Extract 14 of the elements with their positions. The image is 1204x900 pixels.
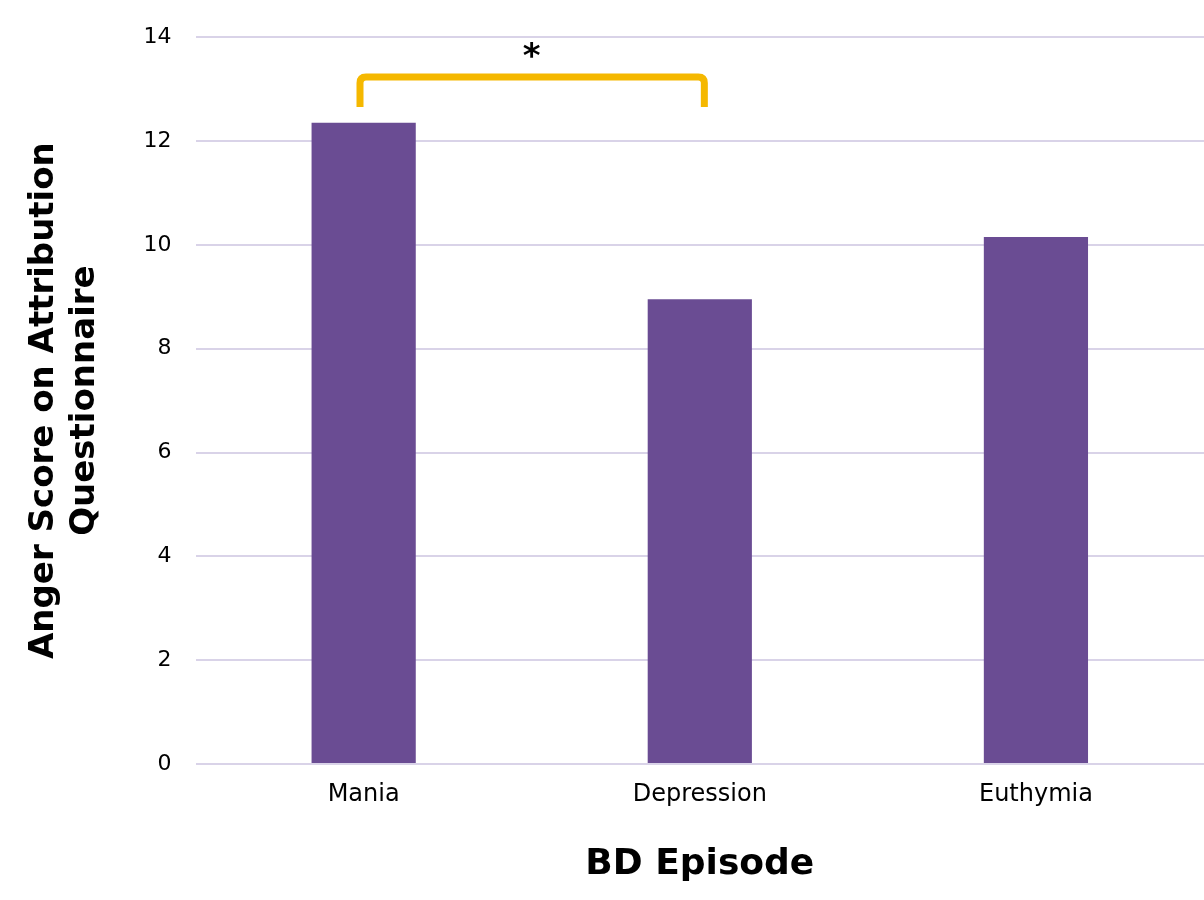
y-tick-label: 10 xyxy=(143,230,172,256)
y-tick-label: 0 xyxy=(157,749,172,775)
y-tick-label: 14 xyxy=(143,22,172,48)
x-tick-label: Depression xyxy=(632,778,767,807)
y-tick-label: 4 xyxy=(157,542,172,568)
x-tick-label: Euthymia xyxy=(978,778,1093,807)
y-tick-label: 6 xyxy=(157,438,172,464)
y-axis-title: Anger Score on Attribution Questionnaire xyxy=(21,142,103,660)
annotation: * xyxy=(522,34,541,75)
y-tick-label: 12 xyxy=(143,126,172,152)
y-tick-label: 2 xyxy=(157,645,172,671)
x-tick-label: Mania xyxy=(327,778,400,807)
y-tick-label: 8 xyxy=(157,334,172,360)
x-axis-title: BD Episode xyxy=(585,840,815,882)
